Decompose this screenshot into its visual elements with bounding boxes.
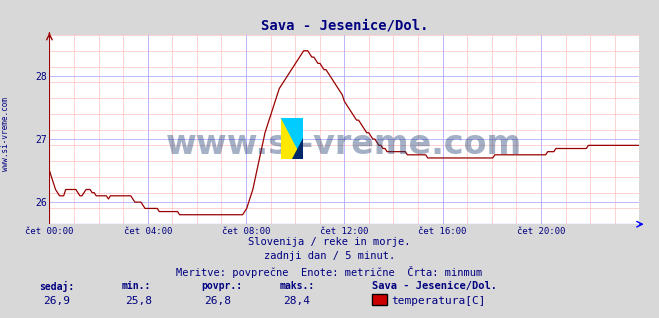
Text: povpr.:: povpr.: [201,281,242,291]
Text: www.si-vreme.com: www.si-vreme.com [1,97,10,170]
Text: sedaj:: sedaj: [40,281,74,293]
Text: 26,8: 26,8 [204,296,231,306]
Polygon shape [292,138,303,159]
Title: Sava - Jesenice/Dol.: Sava - Jesenice/Dol. [260,18,428,32]
Polygon shape [281,118,303,159]
Text: 25,8: 25,8 [125,296,152,306]
Text: zadnji dan / 5 minut.: zadnji dan / 5 minut. [264,251,395,261]
Text: Slovenija / reke in morje.: Slovenija / reke in morje. [248,237,411,247]
Text: www.si-vreme.com: www.si-vreme.com [166,128,523,161]
Text: temperatura[C]: temperatura[C] [391,296,485,306]
Text: maks.:: maks.: [280,281,315,291]
Polygon shape [281,118,303,159]
Text: 28,4: 28,4 [283,296,310,306]
Text: Meritve: povprečne  Enote: metrične  Črta: minmum: Meritve: povprečne Enote: metrične Črta:… [177,266,482,278]
Text: Sava - Jesenice/Dol.: Sava - Jesenice/Dol. [372,281,498,291]
Text: 26,9: 26,9 [43,296,70,306]
Text: min.:: min.: [122,281,152,291]
